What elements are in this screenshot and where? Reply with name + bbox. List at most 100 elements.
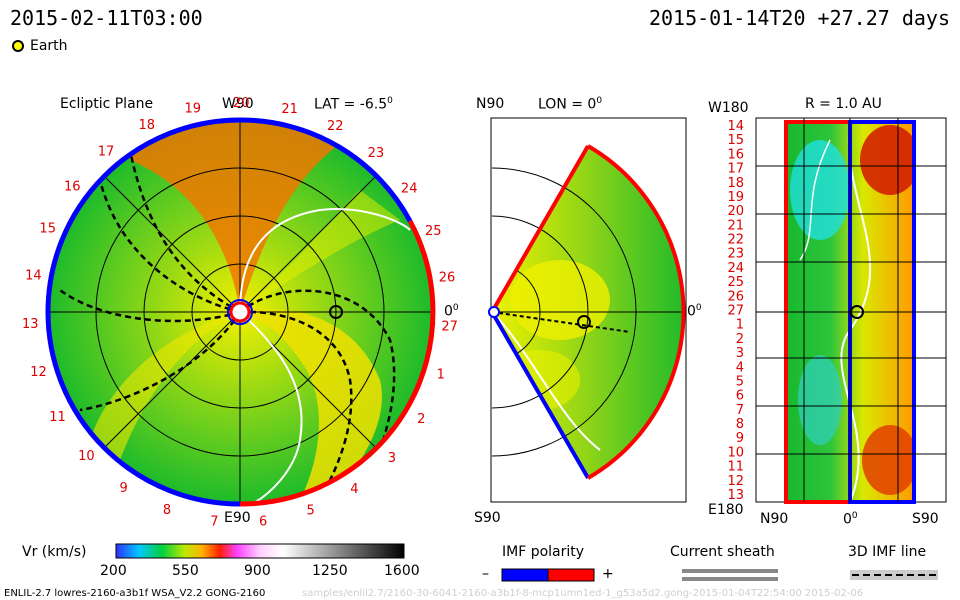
sheath-line-1 — [682, 569, 778, 573]
slow-stream-region — [240, 309, 382, 500]
colorbar-title: Vr (km/s) — [22, 544, 87, 560]
meridional-right-label: 00 — [687, 303, 702, 320]
sphere-title: R = 1.0 AU — [805, 96, 882, 112]
colorbar-tick-1250: 1250 — [312, 563, 348, 579]
sphere-x-label-n90: N90 — [760, 511, 789, 527]
sheath-line-2 — [682, 577, 778, 581]
carrington-tick-label: 10 — [78, 449, 95, 464]
imf3d-title: 3D IMF line — [848, 544, 927, 560]
sphere-y-tick-label: 13 — [727, 488, 744, 503]
carrington-tick-label: 4 — [350, 482, 358, 497]
sphere-y-tick-label: 24 — [727, 261, 744, 276]
colorbar-tick-550: 550 — [172, 563, 199, 579]
carrington-tick-label: 9 — [119, 481, 127, 496]
imf-title: IMF polarity — [502, 544, 585, 560]
ecliptic-top-label: W90 — [222, 96, 254, 112]
sphere-panel: 1415161718192021222324252627123456789101… — [727, 117, 947, 504]
carrington-tick-label: 12 — [30, 365, 47, 380]
ecliptic-panel: 19 20 212223242526271234567891011121314151… — [22, 96, 458, 530]
carrington-tick-label: 24 — [401, 182, 418, 197]
carrington-tick-label: 27 — [441, 319, 458, 334]
carrington-tick-label: 25 — [425, 224, 442, 239]
ecliptic-title: Ecliptic Plane — [60, 96, 154, 112]
carrington-tick-label: 6 — [259, 515, 267, 530]
forecast-timestamp: 2015-02-11T03:00 — [10, 6, 203, 30]
earth-legend-label: Earth — [30, 38, 68, 54]
sphere-y-tick-label: 27 — [727, 304, 744, 319]
carrington-tick-label: 13 — [22, 317, 39, 332]
sphere-y-ticks: 1415161718192021222324252627123456789101… — [727, 119, 744, 503]
earth-position-meridional — [577, 315, 591, 329]
earth-position-sphere — [850, 305, 864, 319]
sphere-y-tick-label: 23 — [727, 247, 744, 262]
sphere-y-tick-label: 20 — [727, 204, 744, 219]
imf-negative-swatch — [501, 568, 549, 582]
sphere-y-tick-label: 12 — [727, 474, 744, 489]
sphere-bottom-left-label: E180 — [708, 502, 744, 518]
sphere-y-tick-label: 5 — [736, 375, 744, 390]
sphere-y-tick-label: 10 — [727, 445, 744, 460]
carrington-tick-label: 17 — [98, 144, 115, 159]
colorbar-tick-1600: 1600 — [384, 563, 420, 579]
carrington-tick-label: 15 — [39, 222, 56, 237]
imf-positive-swatch — [547, 568, 595, 582]
colorbar — [115, 543, 405, 559]
imf-minus: – — [482, 566, 489, 582]
sphere-y-tick-label: 4 — [736, 360, 744, 375]
lon-label: LON = 00 — [538, 96, 603, 113]
imf-plus: + — [602, 566, 614, 582]
carrington-tick-label: 20 — [233, 96, 250, 111]
fast-stream-region — [130, 120, 360, 312]
carrington-ticks: 19 20 212223242526271234567891011121314151… — [22, 96, 458, 530]
sphere-y-tick-label: 19 — [727, 190, 744, 205]
sphere-y-tick-label: 11 — [727, 460, 744, 475]
run-path-watermark: samples/enlil2.7/2160-30-6041-2160-a3b1f… — [302, 588, 864, 599]
carrington-tick-label: 21 — [281, 102, 298, 117]
carrington-tick-label: 7 — [210, 514, 218, 529]
sphere-y-tick-label: 2 — [736, 332, 744, 347]
sphere-y-tick-label: 22 — [727, 233, 744, 248]
sun-icon — [229, 301, 251, 323]
sheath-title: Current sheath — [670, 544, 775, 560]
carrington-tick-label: 5 — [307, 504, 315, 519]
sphere-y-tick-label: 8 — [736, 417, 744, 432]
carrington-tick-label: 8 — [163, 503, 171, 518]
carrington-tick-label: 2 — [417, 412, 425, 427]
sphere-y-tick-label: 7 — [736, 403, 744, 418]
carrington-tick-label: 11 — [49, 410, 66, 425]
sphere-y-tick-label: 1 — [736, 318, 744, 333]
sphere-y-tick-label: 16 — [727, 147, 744, 162]
carrington-tick-label: 19 — [185, 101, 202, 116]
meridional-panel — [488, 117, 687, 503]
sphere-y-tick-label: 3 — [736, 346, 744, 361]
sphere-x-label-s90: S90 — [912, 511, 939, 527]
carrington-tick-label: 1 — [437, 367, 445, 382]
lat-label: LAT = -6.50 — [314, 96, 393, 113]
run-timestamp: 2015-01-14T20 +27.27 days — [648, 6, 950, 30]
carrington-tick-label: 22 — [327, 119, 344, 134]
carrington-tick-label: 14 — [25, 268, 42, 283]
ecliptic-bottom-label: E90 — [224, 510, 251, 526]
ecliptic-right-label: 00 — [444, 303, 459, 320]
sphere-x-label-0: 00 — [843, 511, 858, 528]
model-info: ENLIL-2.7 lowres-2160-a3b1f WSA_V2.2 GON… — [4, 588, 266, 599]
earth-marker-icon — [12, 40, 24, 52]
imf3d-swatch — [850, 570, 938, 580]
colorbar-tick-900: 900 — [244, 563, 271, 579]
earth-position-ecliptic — [329, 305, 343, 319]
sphere-y-tick-label: 18 — [727, 176, 744, 191]
colorbar-tick-200: 200 — [100, 563, 127, 579]
carrington-tick-label: 18 — [139, 118, 156, 133]
sphere-y-tick-label: 6 — [736, 389, 744, 404]
sphere-y-tick-label: 26 — [727, 289, 744, 304]
meridional-bottom-label: S90 — [474, 510, 501, 526]
sphere-y-tick-label: 17 — [727, 162, 744, 177]
sphere-y-tick-label: 14 — [727, 119, 744, 134]
sphere-y-tick-label: 9 — [736, 431, 744, 446]
carrington-tick-label: 23 — [368, 146, 385, 161]
carrington-tick-label: 26 — [439, 271, 456, 286]
meridional-top-label: N90 — [476, 96, 505, 112]
sphere-y-tick-label: 21 — [727, 218, 744, 233]
carrington-tick-label: 3 — [388, 451, 396, 466]
